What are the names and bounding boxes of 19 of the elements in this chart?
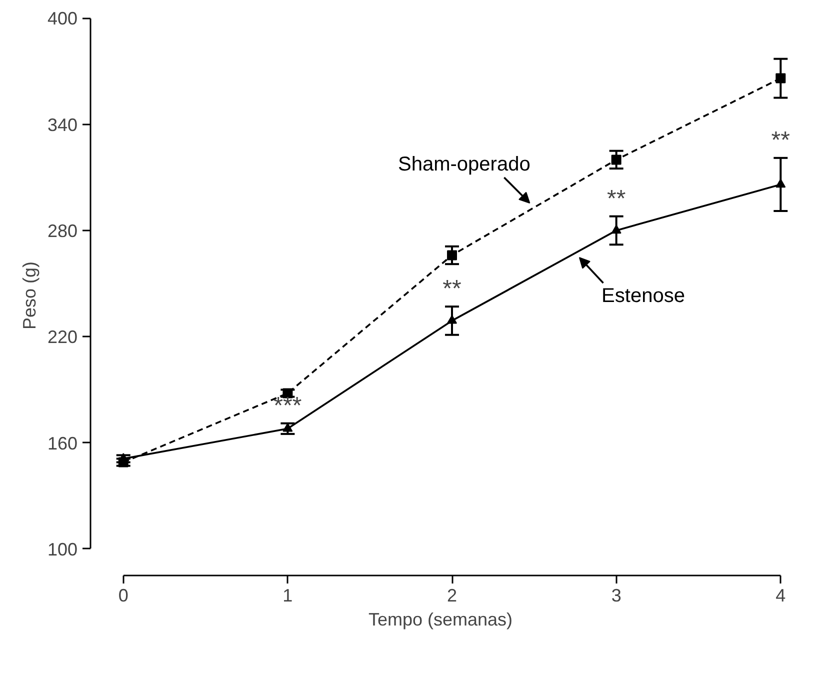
x-tick-label: 2 — [446, 586, 458, 606]
x-tick-label: 4 — [776, 586, 786, 606]
series-label: Sham-operado — [398, 153, 530, 176]
annotation: ** — [442, 276, 462, 303]
annotation: ** — [771, 126, 790, 154]
annotation: ** — [606, 185, 626, 212]
y-axis-title: Peso (g) — [19, 261, 40, 330]
y-tick-label: 280 — [47, 220, 78, 241]
x-tick-label: 0 — [118, 586, 128, 606]
y-tick-label: 100 — [47, 539, 78, 560]
x-axis-title: Tempo (semanas) — [368, 610, 513, 630]
x-tick-label: 1 — [282, 586, 293, 606]
y-tick-label: 160 — [47, 433, 78, 454]
legend-label: Estenose — [602, 285, 685, 308]
annotation: *** — [274, 392, 302, 420]
y-tick-label: 400 — [47, 8, 78, 29]
x-tick-label: 3 — [611, 586, 622, 606]
y-tick-label: 220 — [47, 327, 78, 348]
y-tick-label: 340 — [47, 114, 78, 135]
